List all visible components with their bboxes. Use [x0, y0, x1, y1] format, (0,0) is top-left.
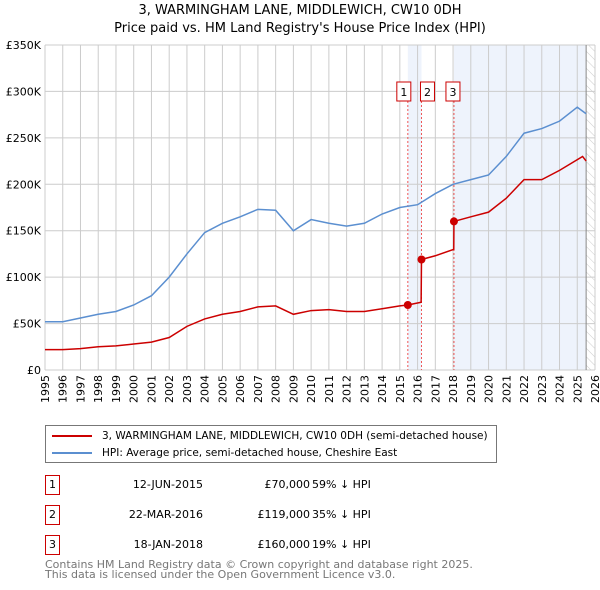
x-tick-label: 2017	[429, 375, 442, 403]
x-tick-label: 1995	[39, 375, 52, 403]
sale-date: 18-JAN-2018	[133, 538, 203, 551]
x-tick-label: 1999	[110, 375, 123, 403]
y-tick-label: £350K	[6, 39, 42, 52]
x-tick-label: 2015	[394, 375, 407, 403]
sale-point	[403, 301, 412, 309]
x-tick-label: 2023	[536, 375, 549, 403]
x-tick-label: 1996	[57, 375, 70, 403]
x-tick-label: 2002	[163, 375, 176, 403]
forecast-hatch	[586, 45, 595, 370]
x-tick-label: 2025	[571, 375, 584, 403]
x-tick-label: 2021	[500, 375, 513, 403]
legend-label: 3, WARMINGHAM LANE, MIDDLEWICH, CW10 0DH…	[102, 430, 488, 442]
sale-marker-box	[419, 81, 435, 102]
x-tick-label: 2004	[199, 375, 212, 403]
legend-label: HPI: Average price, semi-detached house,…	[102, 447, 398, 459]
sale-row: 1 12-JUN-2015 £70,000 59% ↓ HPI	[45, 475, 445, 495]
sale-price: £160,000	[257, 538, 311, 551]
x-tick-label: 2003	[181, 375, 194, 403]
x-tick-label: 2012	[341, 375, 354, 403]
y-tick-label: £100K	[6, 271, 42, 284]
sale-marker-label: 2	[424, 86, 431, 99]
x-tick-label: 2013	[358, 375, 371, 403]
sale-point	[449, 217, 458, 226]
y-tick-label: £200K	[6, 178, 42, 191]
x-tick-label: 2010	[305, 375, 318, 403]
property-price-line	[45, 155, 587, 351]
sale-number: 1	[45, 475, 60, 495]
y-tick-label: £50K	[13, 318, 42, 331]
sale-row: 2 22-MAR-2016 £119,000 35% ↓ HPI	[45, 505, 445, 525]
x-tick-label: 2000	[128, 375, 141, 403]
x-tick-label: 2016	[412, 375, 425, 403]
x-tick-label: 2007	[252, 375, 265, 403]
sale-marker-box	[445, 81, 461, 102]
x-tick-label: 2005	[216, 375, 229, 403]
sale-row: 3 18-JAN-2018 £160,000 19% ↓ HPI	[45, 535, 445, 555]
y-tick-label: £150K	[6, 225, 42, 238]
sale-price: £70,000	[264, 478, 311, 491]
footer: Contains HM Land Registry data © Crown c…	[45, 558, 473, 581]
price-chart: 1995 1996 1997 1998 1999 2000 2001 2002 2003 2004…	[6, 39, 600, 403]
sale-hpi-diff: 59% ↓ HPI	[312, 478, 371, 491]
y-tick-label: £0	[27, 364, 41, 377]
x-tick-label: 2020	[483, 375, 496, 403]
shaded-period	[453, 45, 587, 370]
legend: 3, WARMINGHAM LANE, MIDDLEWICH, CW10 0DH…	[45, 425, 497, 463]
sale-price: £119,000	[257, 508, 311, 521]
title-line-1: 3, WARMINGHAM LANE, MIDDLEWICH, CW10 0DH	[138, 3, 462, 18]
legend-swatch-blue	[52, 452, 92, 454]
x-tick-label: 2001	[145, 375, 158, 403]
x-tick-label: 2014	[376, 375, 389, 403]
chart-title: 3, WARMINGHAM LANE, MIDDLEWICH, CW10 0DH…	[0, 2, 600, 38]
x-tick-label: 1998	[92, 375, 105, 403]
y-tick-label: £300K	[6, 85, 42, 98]
x-tick-label: 2022	[518, 375, 531, 403]
sale-marker-label: 1	[400, 86, 407, 99]
x-tick-label: 2008	[270, 375, 283, 403]
hpi-line	[45, 106, 587, 323]
title-line-2: Price paid vs. HM Land Registry's House …	[114, 21, 486, 36]
x-tick-label: 2011	[323, 375, 336, 403]
sale-number: 3	[45, 535, 60, 555]
y-tick-label: £250K	[6, 132, 42, 145]
footer-line-2: This data is licensed under the Open Gov…	[45, 568, 396, 581]
sale-hpi-diff: 19% ↓ HPI	[312, 538, 371, 551]
x-tick-label: 2019	[465, 375, 478, 403]
x-tick-label: 2006	[234, 375, 247, 403]
sale-marker-box	[396, 81, 412, 102]
sale-hpi-diff: 35% ↓ HPI	[312, 508, 371, 521]
x-tick-label: 2009	[287, 375, 300, 403]
sale-number: 2	[45, 505, 60, 525]
x-tick-label: 2018	[447, 375, 460, 403]
sale-marker-label: 3	[449, 86, 456, 99]
footer-line-1: Contains HM Land Registry data © Crown c…	[45, 558, 473, 571]
x-tick-label: 2026	[589, 375, 600, 403]
x-tick-label: 1997	[74, 375, 87, 403]
legend-swatch-red	[52, 435, 92, 437]
x-tick-label: 2024	[554, 375, 567, 403]
sale-point	[417, 255, 426, 264]
sale-date: 12-JUN-2015	[132, 478, 203, 491]
sale-date: 22-MAR-2016	[128, 508, 203, 521]
legend-item-hpi: HPI: Average price, semi-detached house,…	[52, 445, 397, 461]
legend-item-property: 3, WARMINGHAM LANE, MIDDLEWICH, CW10 0DH…	[52, 428, 488, 444]
